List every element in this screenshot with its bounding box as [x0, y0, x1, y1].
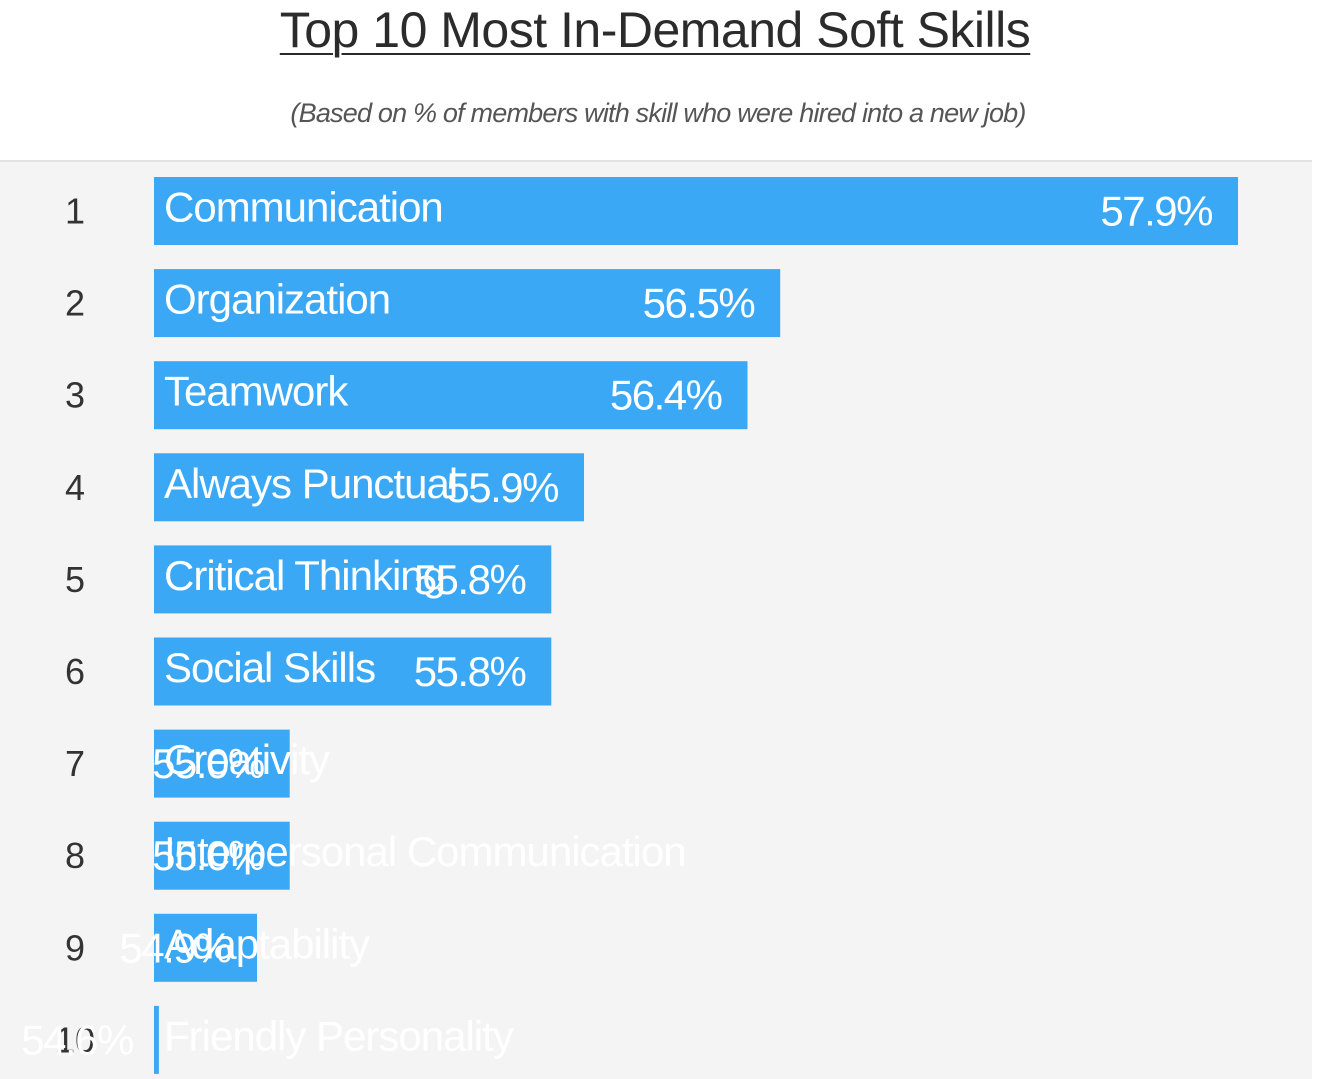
skill-label: Critical Thinking [164, 552, 445, 599]
skill-label: Organization [164, 276, 390, 323]
value-label: 55.9% [446, 464, 558, 511]
skill-label: Interpersonal Communication [164, 828, 686, 875]
skill-label: Teamwork [164, 368, 349, 415]
bar [154, 729, 290, 798]
rank-label: 7 [65, 743, 85, 784]
value-label: 57.9% [1100, 188, 1212, 235]
chart-panel: 1 Communication 57.9% 2 Organization 56.5% 3 Te… [0, 160, 1312, 1079]
value-label: 55.8% [414, 556, 526, 603]
chart-subtitle: (Based on % of members with skill who we… [290, 98, 1026, 128]
chart-title: Top 10 Most In-Demand Soft Skills [279, 2, 1031, 58]
bar-chart: 1 Communication 57.9% 2 Organization 56.5% 3 Te… [21, 177, 1238, 1074]
skill-label: Creativity [164, 736, 330, 783]
bar [154, 453, 584, 522]
rank-label: 8 [65, 835, 85, 876]
skill-label: Always Punctual [164, 460, 457, 507]
rank-label: 4 [65, 467, 85, 508]
bar [154, 361, 748, 430]
skill-label: Social Skills [164, 644, 375, 691]
value-label: 55.0% [152, 740, 264, 787]
bar [154, 269, 781, 338]
bar [154, 821, 290, 890]
rank-label: 2 [65, 283, 85, 324]
bar [154, 637, 552, 706]
value-label: 56.4% [610, 372, 722, 419]
bar [154, 177, 1238, 245]
value-label: 55.8% [414, 648, 526, 695]
value-label: 55.0% [152, 832, 264, 879]
bar [154, 913, 257, 982]
value-label: 56.5% [643, 280, 755, 327]
rank-label: 5 [65, 559, 85, 600]
value-label: 54.6% [21, 1016, 133, 1063]
rank-label: 10 [55, 1019, 95, 1060]
rank-label: 6 [65, 651, 85, 692]
rank-label: 3 [65, 375, 85, 416]
rank-label: 1 [65, 191, 85, 232]
bar [154, 1005, 159, 1074]
rank-label: 9 [65, 927, 85, 968]
bar [154, 545, 552, 614]
skill-label: Communication [164, 184, 443, 231]
skill-label: Friendly Personality [164, 1012, 514, 1059]
value-label: 54.9% [119, 924, 231, 971]
skill-label: Adaptability [164, 920, 370, 967]
